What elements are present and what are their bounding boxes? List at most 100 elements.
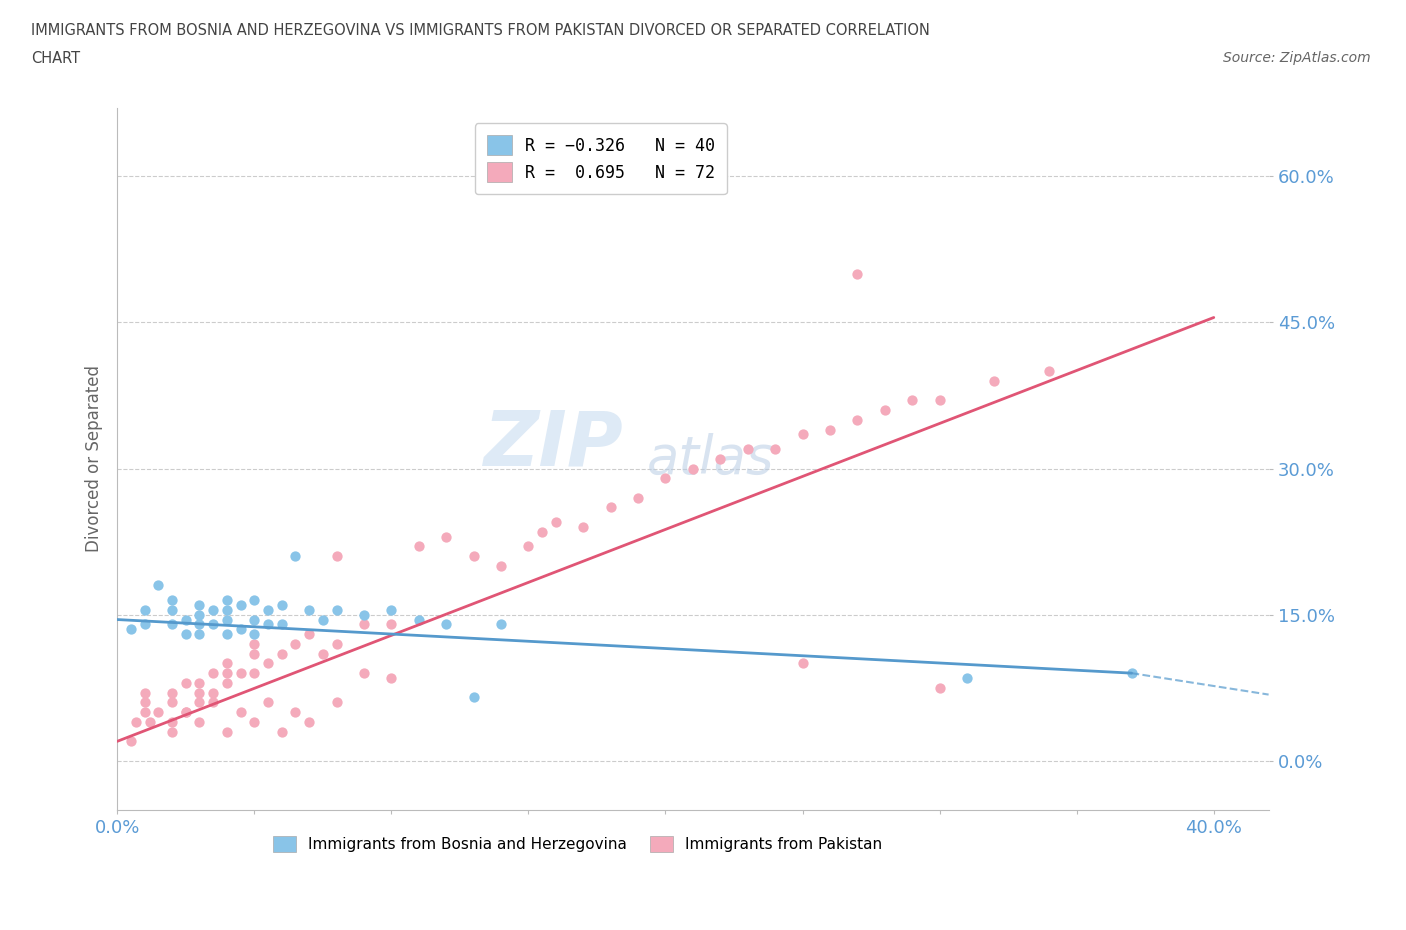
Point — [463, 690, 485, 705]
Point — [325, 636, 347, 651]
Point — [174, 612, 197, 627]
Point — [160, 695, 183, 710]
Point — [125, 714, 148, 729]
Point — [380, 671, 402, 685]
Point — [298, 603, 321, 618]
Text: ZIP: ZIP — [484, 407, 624, 482]
Text: CHART: CHART — [31, 51, 80, 66]
Point — [380, 603, 402, 618]
Point — [284, 549, 307, 564]
Point — [627, 490, 650, 505]
Point — [599, 500, 621, 515]
Point — [229, 597, 252, 612]
Point — [243, 592, 266, 607]
Point — [148, 705, 170, 720]
Point — [325, 549, 347, 564]
Point — [202, 666, 225, 681]
Point — [215, 612, 238, 627]
Point — [531, 525, 554, 539]
Point — [353, 666, 375, 681]
Point — [174, 705, 197, 720]
Point — [983, 373, 1005, 388]
Point — [270, 597, 292, 612]
Point — [792, 656, 814, 671]
Point — [901, 392, 924, 407]
Point — [257, 617, 280, 631]
Point — [654, 471, 676, 485]
Point — [270, 646, 292, 661]
Point — [188, 714, 211, 729]
Point — [1038, 364, 1060, 379]
Point — [202, 603, 225, 618]
Point — [215, 656, 238, 671]
Point — [257, 603, 280, 618]
Point — [215, 627, 238, 642]
Point — [517, 539, 540, 554]
Point — [846, 412, 869, 427]
Point — [215, 675, 238, 690]
Point — [489, 559, 512, 574]
Point — [463, 549, 485, 564]
Point — [160, 617, 183, 631]
Text: IMMIGRANTS FROM BOSNIA AND HERZEGOVINA VS IMMIGRANTS FROM PAKISTAN DIVORCED OR S: IMMIGRANTS FROM BOSNIA AND HERZEGOVINA V… — [31, 23, 929, 38]
Point — [298, 627, 321, 642]
Point — [243, 714, 266, 729]
Point — [270, 724, 292, 739]
Point — [408, 539, 430, 554]
Point — [160, 714, 183, 729]
Point — [148, 578, 170, 593]
Point — [873, 403, 896, 418]
Point — [284, 705, 307, 720]
Point — [380, 617, 402, 631]
Point — [257, 695, 280, 710]
Point — [846, 266, 869, 281]
Point — [139, 714, 162, 729]
Point — [1121, 666, 1143, 681]
Point — [120, 622, 142, 637]
Point — [298, 714, 321, 729]
Y-axis label: Divorced or Separated: Divorced or Separated — [86, 365, 103, 552]
Point — [489, 617, 512, 631]
Point — [134, 695, 156, 710]
Point — [818, 422, 841, 437]
Point — [928, 681, 950, 696]
Point — [243, 627, 266, 642]
Point — [257, 656, 280, 671]
Point — [188, 695, 211, 710]
Point — [229, 666, 252, 681]
Point — [229, 705, 252, 720]
Point — [202, 685, 225, 700]
Point — [188, 685, 211, 700]
Point — [353, 617, 375, 631]
Point — [956, 671, 979, 685]
Point — [160, 592, 183, 607]
Point — [188, 607, 211, 622]
Point — [188, 597, 211, 612]
Point — [160, 724, 183, 739]
Point — [134, 685, 156, 700]
Point — [134, 617, 156, 631]
Point — [312, 646, 335, 661]
Point — [270, 617, 292, 631]
Point — [215, 724, 238, 739]
Point — [243, 636, 266, 651]
Point — [353, 607, 375, 622]
Point — [325, 695, 347, 710]
Point — [188, 617, 211, 631]
Point — [928, 392, 950, 407]
Text: atlas: atlas — [647, 432, 775, 485]
Point — [174, 627, 197, 642]
Point — [572, 520, 595, 535]
Point — [709, 451, 731, 466]
Point — [215, 666, 238, 681]
Text: Source: ZipAtlas.com: Source: ZipAtlas.com — [1223, 51, 1371, 65]
Point — [243, 646, 266, 661]
Point — [215, 603, 238, 618]
Point — [160, 685, 183, 700]
Point — [544, 514, 567, 529]
Point — [408, 612, 430, 627]
Point — [174, 675, 197, 690]
Point — [325, 603, 347, 618]
Point — [792, 427, 814, 442]
Point — [188, 627, 211, 642]
